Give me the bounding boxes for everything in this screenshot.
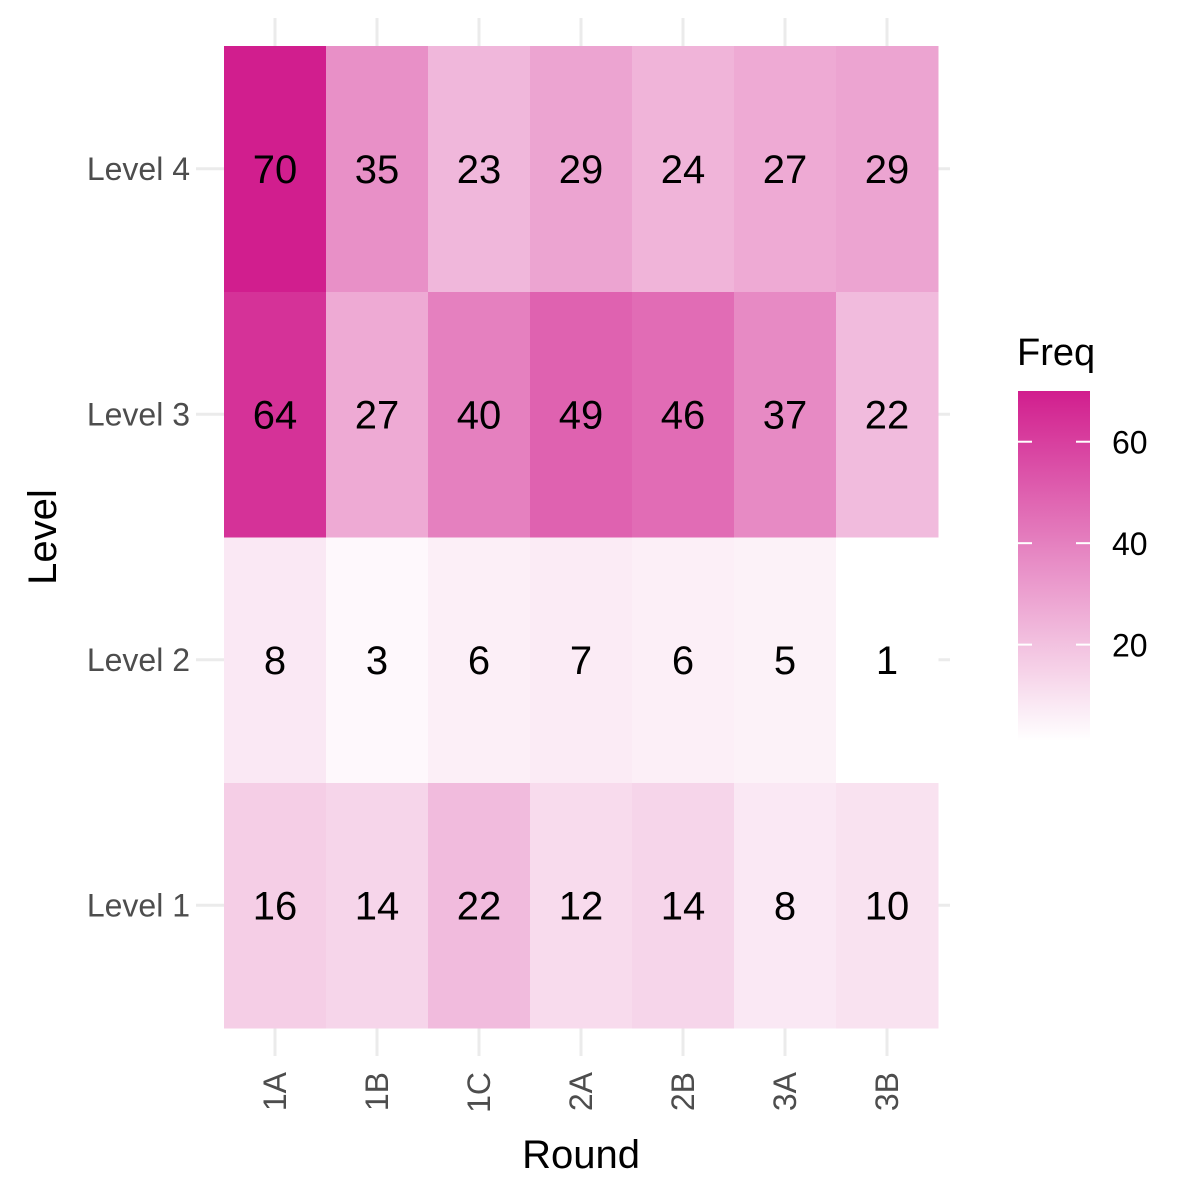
heatmap-cell	[326, 782, 429, 1029]
heatmap-cell	[428, 782, 531, 1029]
heatmap-cell	[530, 46, 633, 292]
heatmap-cell	[836, 537, 939, 783]
x-axis-ticks: 1A 1B 1C 2A 2B 3A 3B	[257, 1071, 905, 1113]
legend-color-bar	[1018, 391, 1090, 741]
heatmap-cell	[632, 291, 735, 538]
heatmap-cell	[530, 537, 633, 783]
cell-value-label: 12	[559, 884, 604, 928]
cell-value-label: 22	[457, 884, 502, 928]
heatmap-cell	[632, 46, 735, 292]
heatmap-cell	[836, 46, 939, 292]
cell-value-label: 27	[355, 393, 400, 437]
x-tick-label: 3A	[767, 1071, 803, 1111]
heatmap-cell	[836, 291, 939, 538]
legend-tick-label: 60	[1112, 425, 1148, 461]
heatmap-cell	[734, 46, 837, 292]
cell-value-label: 35	[355, 148, 400, 192]
color-legend: Freq 20 40 60	[1017, 332, 1148, 741]
cell-value-label: 24	[661, 148, 706, 192]
heatmap-cell	[428, 46, 531, 292]
cell-value-label: 16	[253, 884, 298, 928]
heatmap-cell	[224, 537, 327, 783]
heatmap-cell	[530, 782, 633, 1029]
cell-value-label: 27	[763, 148, 808, 192]
cell-value-label: 22	[865, 393, 910, 437]
legend-tick-label: 20	[1112, 628, 1148, 664]
heatmap-cell	[734, 537, 837, 783]
x-tick-label: 2A	[563, 1071, 599, 1111]
legend-ticks: 20 40 60	[1018, 425, 1148, 664]
x-tick-label: 2B	[665, 1072, 701, 1111]
x-tick-label: 1B	[359, 1072, 395, 1111]
heatmap-cell	[326, 291, 429, 538]
heatmap-cell	[734, 291, 837, 538]
cell-value-label: 37	[763, 393, 808, 437]
heatmap-cell	[530, 291, 633, 538]
y-tick-label: Level 3	[87, 396, 190, 432]
cell-value-label: 8	[774, 884, 796, 928]
heatmap-cell	[428, 537, 531, 783]
heatmap-cell	[224, 782, 327, 1029]
cell-value-label: 14	[661, 884, 706, 928]
legend-title: Freq	[1017, 332, 1095, 374]
y-axis-title: Level	[21, 489, 65, 585]
x-tick-label: 1A	[257, 1071, 293, 1111]
y-tick-label: Level 1	[87, 887, 190, 923]
cell-value-label: 40	[457, 393, 502, 437]
cell-value-label: 3	[366, 639, 388, 683]
cell-value-label: 10	[865, 884, 910, 928]
cell-value-label: 7	[570, 639, 592, 683]
heatmap-cell	[326, 537, 429, 783]
heatmap-cell	[632, 537, 735, 783]
legend-tick-label: 40	[1112, 526, 1148, 562]
heatmap-cells	[224, 46, 939, 1029]
cell-value-label: 6	[468, 639, 490, 683]
y-tick-label: Level 2	[87, 642, 190, 678]
cell-value-label: 23	[457, 148, 502, 192]
cell-value-label: 64	[253, 393, 298, 437]
heatmap-cell	[326, 46, 429, 292]
cell-value-labels: 16 14 22 12 14 8 10 8 3 6 7 6 5 1 64 27 40 49 46 37 22 70 35 23…	[253, 148, 910, 929]
heatmap-cell	[836, 782, 939, 1029]
y-tick-label: Level 4	[87, 151, 190, 187]
heatmap-cell	[224, 46, 327, 292]
cell-value-label: 1	[876, 639, 898, 683]
cell-value-label: 14	[355, 884, 400, 928]
x-axis-title: Round	[522, 1133, 640, 1177]
y-axis-ticks: Level 1 Level 2 Level 3 Level 4	[87, 151, 190, 924]
cell-value-label: 29	[559, 148, 604, 192]
cell-value-label: 70	[253, 148, 298, 192]
cell-value-label: 49	[559, 393, 604, 437]
heatmap-cell	[428, 291, 531, 538]
cell-value-label: 5	[774, 639, 796, 683]
heatmap-cell	[632, 782, 735, 1029]
cell-value-label: 29	[865, 148, 910, 192]
cell-value-label: 8	[264, 639, 286, 683]
x-tick-label: 3B	[869, 1072, 905, 1111]
heatmap-cell	[224, 291, 327, 538]
cell-value-label: 6	[672, 639, 694, 683]
x-tick-label: 1C	[461, 1072, 497, 1113]
cell-value-label: 46	[661, 393, 706, 437]
heatmap-cell	[734, 782, 837, 1029]
